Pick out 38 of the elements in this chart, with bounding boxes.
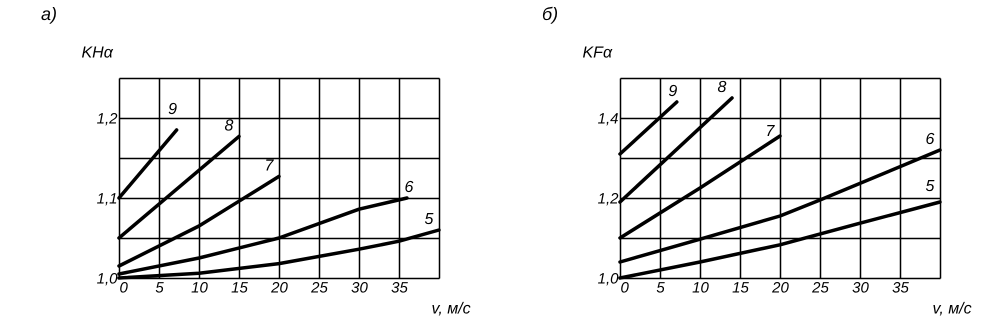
x-tick-label: 35	[892, 280, 910, 296]
x-tick-label: 0	[620, 280, 630, 296]
series-label: 5	[424, 211, 434, 228]
x-axis-title: v, м/с	[432, 300, 471, 318]
chart-title: б)	[542, 4, 558, 24]
series-label: 7	[766, 123, 776, 140]
x-tick-label: 25	[811, 280, 830, 296]
y-tick-label: 1,2	[598, 190, 620, 208]
y-tick-label: 1,1	[96, 190, 118, 208]
y-axis-title: KHα	[82, 44, 114, 62]
x-tick-label: 10	[191, 280, 208, 296]
series-label: 9	[668, 83, 678, 100]
y-axis-title: KFα	[582, 44, 613, 62]
chart-title: а)	[41, 4, 58, 24]
x-tick-label: 30	[351, 280, 368, 296]
y-tick-label: 1,2	[96, 110, 118, 128]
x-tick-label: 20	[771, 280, 790, 296]
x-tick-label: 10	[692, 280, 710, 296]
x-tick-label: 5	[155, 280, 164, 296]
x-tick-label: 20	[270, 280, 288, 296]
y-tick-label: 1,0	[598, 270, 620, 288]
x-tick-label: 0	[120, 280, 128, 296]
series-label: 7	[264, 157, 275, 174]
x-tick-label: 25	[310, 280, 328, 296]
x-tick-label: 15	[732, 280, 750, 296]
x-tick-label: 35	[391, 280, 408, 296]
series-label: 6	[404, 179, 414, 196]
x-tick-label: 15	[231, 280, 248, 296]
x-axis-title: v, м/с	[932, 300, 972, 318]
series-label: 8	[718, 79, 727, 96]
series-label: 9	[168, 101, 178, 118]
y-tick-label: 1,4	[598, 110, 618, 128]
series-label: 5	[926, 178, 935, 195]
x-tick-label: 5	[656, 280, 666, 296]
x-tick-label: 30	[852, 280, 870, 296]
series-label: 8	[224, 117, 234, 134]
y-tick-label: 1,0	[96, 270, 118, 288]
series-label: 6	[926, 131, 935, 148]
